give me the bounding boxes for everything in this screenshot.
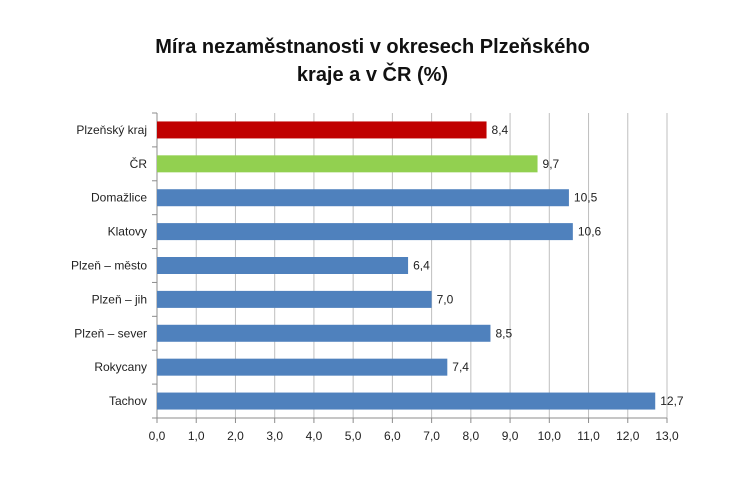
data-label: 12,7 bbox=[660, 394, 684, 408]
bar bbox=[157, 155, 538, 173]
category-label: Rokycany bbox=[94, 360, 147, 374]
category-label: Domažlice bbox=[91, 191, 147, 205]
data-label: 9,7 bbox=[543, 157, 560, 171]
category-label: Plzeňský kraj bbox=[76, 123, 147, 137]
x-tick-label: 9,0 bbox=[502, 429, 519, 443]
x-tick-label: 6,0 bbox=[384, 429, 401, 443]
x-tick-label: 8,0 bbox=[463, 429, 480, 443]
data-label: 8,4 bbox=[492, 123, 509, 137]
bar bbox=[157, 358, 448, 376]
bar bbox=[157, 189, 569, 207]
bar bbox=[157, 121, 487, 139]
data-label: 7,4 bbox=[452, 360, 469, 374]
category-label: Tachov bbox=[109, 394, 147, 408]
x-tick-label: 1,0 bbox=[188, 429, 205, 443]
category-label: ČR bbox=[130, 156, 148, 171]
data-label: 7,0 bbox=[437, 292, 454, 306]
chart-title-line-1: Míra nezaměstnanosti v okresech Plzeňské… bbox=[155, 36, 590, 58]
data-label: 6,4 bbox=[413, 259, 430, 273]
chart-title-line-2: kraje a v ČR (%) bbox=[296, 64, 449, 86]
chart-title: Míra nezaměstnanosti v okresech Plzeňské… bbox=[0, 33, 745, 89]
x-tick-label: 11,0 bbox=[577, 429, 600, 443]
bar bbox=[157, 223, 573, 241]
data-label: 10,5 bbox=[574, 191, 598, 205]
bar bbox=[157, 392, 656, 410]
x-tick-label: 13,0 bbox=[655, 429, 679, 443]
x-tick-label: 3,0 bbox=[266, 429, 283, 443]
x-tick-label: 5,0 bbox=[345, 429, 362, 443]
x-tick-label: 10,0 bbox=[538, 429, 562, 443]
bar bbox=[157, 290, 432, 308]
category-label: Plzeň – jih bbox=[92, 292, 147, 306]
category-label: Plzeň – sever bbox=[74, 326, 147, 340]
x-tick-label: 4,0 bbox=[306, 429, 323, 443]
data-label: 10,6 bbox=[578, 225, 602, 239]
bar bbox=[157, 257, 409, 274]
category-label: Plzeň – město bbox=[71, 259, 147, 273]
x-tick-label: 0,0 bbox=[149, 429, 166, 443]
x-tick-label: 12,0 bbox=[616, 429, 640, 443]
data-label: 8,5 bbox=[495, 326, 512, 340]
bar bbox=[157, 324, 491, 342]
category-label: Klatovy bbox=[108, 225, 147, 239]
x-tick-label: 7,0 bbox=[423, 429, 440, 443]
x-tick-label: 2,0 bbox=[227, 429, 244, 443]
